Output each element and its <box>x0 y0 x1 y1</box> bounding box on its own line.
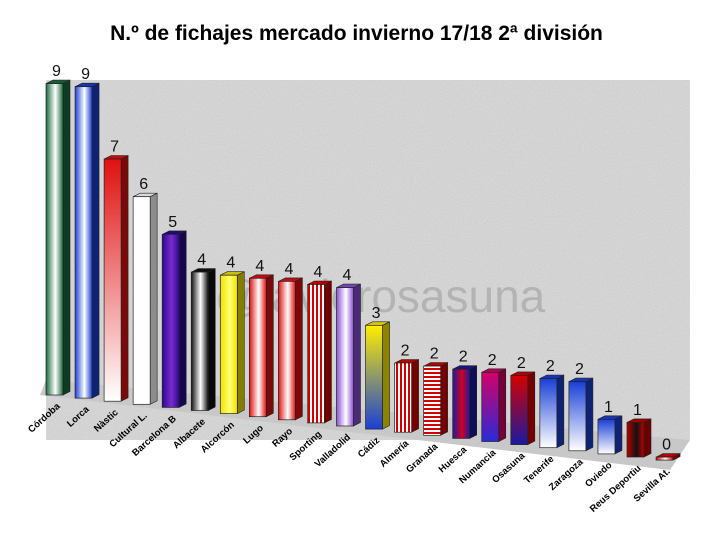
value-label: 4 <box>197 252 206 269</box>
bar-front <box>481 371 500 442</box>
bar-21 <box>626 418 652 458</box>
bar-side <box>411 359 419 433</box>
bar-20 <box>597 415 623 455</box>
bars-group <box>45 79 681 461</box>
bar-22 <box>655 453 681 461</box>
bar-front <box>74 86 93 399</box>
bar-front <box>336 287 354 427</box>
bar-side <box>91 82 100 399</box>
bar-side <box>295 277 303 421</box>
bar-side <box>237 271 245 415</box>
bar-8 <box>249 274 274 418</box>
bar-11 <box>336 283 361 427</box>
bar-19 <box>568 377 594 452</box>
bar-front <box>597 418 616 455</box>
value-label: 4 <box>255 258 264 275</box>
bar-12 <box>365 321 390 430</box>
value-label: 1 <box>633 402 642 419</box>
value-label: 2 <box>575 361 584 378</box>
bar-7 <box>219 271 245 415</box>
bar-side <box>178 230 187 408</box>
bar-side <box>614 415 623 455</box>
bar-17 <box>510 371 536 446</box>
bar-side <box>353 283 361 427</box>
bar-10 <box>307 280 332 424</box>
bar-front <box>452 368 471 439</box>
bar-side <box>382 321 390 430</box>
bar-6 <box>190 268 216 411</box>
value-label: 4 <box>284 261 293 278</box>
bar-front <box>307 284 325 424</box>
value-label: 2 <box>401 343 410 360</box>
bar-1 <box>45 79 71 396</box>
value-label: 0 <box>662 437 671 454</box>
bar-side <box>149 192 158 405</box>
bar-18 <box>539 374 565 449</box>
bar-front <box>510 375 529 445</box>
bar-side <box>120 155 129 402</box>
bar-front <box>423 365 441 436</box>
value-label: 2 <box>459 349 468 366</box>
value-label: 7 <box>110 139 119 156</box>
value-label: 9 <box>52 63 61 80</box>
value-label: 2 <box>546 358 555 375</box>
value-label: 5 <box>168 214 177 231</box>
bar-front <box>103 158 122 402</box>
bar-14 <box>423 362 448 436</box>
bar-front <box>626 422 645 458</box>
bar-front <box>278 281 296 421</box>
bar-front <box>161 234 180 408</box>
bar-side <box>527 371 536 446</box>
value-label: 2 <box>488 352 497 369</box>
bar-side <box>498 368 507 442</box>
value-label: 6 <box>139 176 148 193</box>
value-label: 3 <box>372 305 381 322</box>
bar-front <box>45 83 64 396</box>
bar-side <box>556 374 565 449</box>
bar-side <box>440 362 448 436</box>
bar-front <box>365 324 383 430</box>
bar-side <box>266 274 274 418</box>
bar-front <box>249 277 267 418</box>
value-label: 9 <box>81 66 90 83</box>
bar-2 <box>74 82 100 399</box>
bar-front <box>568 381 587 452</box>
value-label: 2 <box>430 346 439 363</box>
bar-3 <box>103 155 129 402</box>
bar-15 <box>452 365 478 439</box>
value-label: 2 <box>517 355 526 372</box>
value-label: 1 <box>604 399 613 416</box>
value-label: 4 <box>226 255 235 272</box>
bar-5 <box>161 230 187 408</box>
bar-side <box>324 280 332 424</box>
bar-front <box>539 378 558 449</box>
value-label: 4 <box>313 264 322 281</box>
value-label: 4 <box>343 267 352 284</box>
bar-side <box>585 377 594 452</box>
bar-side <box>207 268 216 411</box>
bar-side <box>469 365 478 439</box>
bar-front <box>219 274 238 414</box>
bar-16 <box>481 368 507 442</box>
bar-front <box>394 362 412 433</box>
bar-9 <box>278 277 303 421</box>
bar-front <box>190 271 209 411</box>
chart-title: N.º de fichajes mercado invierno 17/18 2… <box>110 22 603 45</box>
category-label: Oviedo <box>583 460 614 490</box>
bar-front <box>655 456 674 461</box>
bar-side <box>62 79 71 396</box>
bar-side <box>643 418 652 458</box>
bar-4 <box>132 192 158 405</box>
value-labels-group: 9 9 7 6 5 4 4 4 4 4 4 3 2 2 2 2 2 2 2 1 1 0 <box>52 63 671 454</box>
bar-front <box>132 196 151 405</box>
bar-13 <box>394 359 419 433</box>
